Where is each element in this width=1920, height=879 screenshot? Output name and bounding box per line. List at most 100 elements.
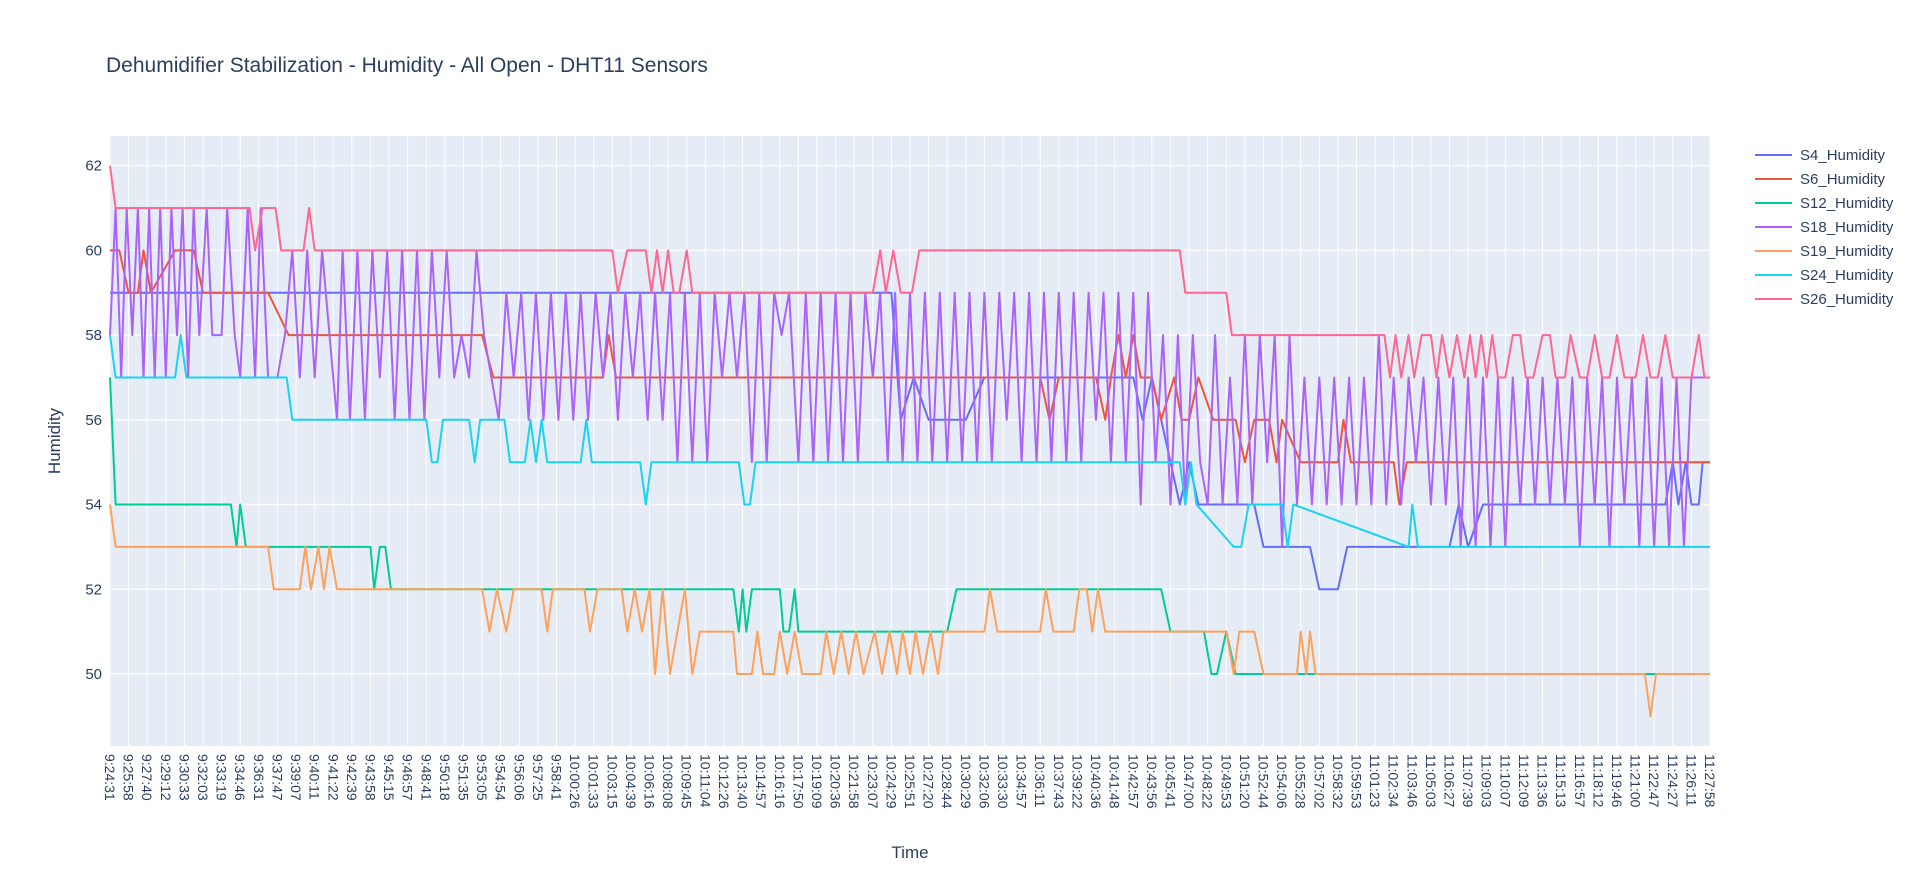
x-tick-label: 10:40:36	[1088, 754, 1104, 809]
x-tick-label: 11:03:46	[1404, 754, 1420, 808]
x-tick-label: 11:18:12	[1590, 754, 1606, 808]
x-tick-label: 9:34:46	[232, 754, 248, 801]
x-tick-label: 11:07:39	[1460, 754, 1476, 808]
x-tick-label: 10:57:02	[1311, 754, 1327, 809]
x-tick-label: 11:05:03	[1423, 754, 1439, 808]
y-tick-label: 60	[85, 242, 102, 259]
x-tick-label: 10:14:57	[753, 754, 769, 809]
x-tick-label: 11:21:00	[1628, 754, 1644, 808]
x-tick-label: 9:33:19	[214, 754, 230, 801]
series-line-s26-humidity	[109, 165, 1710, 379]
x-tick-label: 10:16:16	[772, 754, 788, 809]
x-tick-label: 10:20:36	[828, 754, 844, 809]
y-tick-label: 58	[85, 327, 102, 344]
x-tick-label: 10:47:00	[1181, 754, 1197, 809]
y-tick-label: 54	[85, 497, 102, 514]
x-tick-label: 10:13:40	[735, 754, 751, 809]
x-tick-label: 10:03:15	[604, 754, 620, 809]
x-tick-label: 9:57:25	[530, 754, 546, 801]
chart-title: Dehumidifier Stabilization - Humidity - …	[106, 54, 708, 77]
x-tick-label: 11:19:46	[1609, 754, 1625, 808]
x-tick-label: 10:37:43	[1051, 754, 1067, 809]
x-tick-label: 9:50:18	[437, 754, 453, 801]
x-tick-label: 11:24:27	[1665, 754, 1681, 808]
x-tick-label: 10:09:45	[679, 754, 695, 809]
x-tick-label: 9:45:15	[381, 754, 397, 801]
x-tick-label: 10:25:51	[902, 754, 918, 809]
legend-label: S19_Humidity	[1800, 243, 1894, 260]
x-tick-label: 11:01:23	[1367, 754, 1383, 808]
x-tick-label: 9:48:41	[418, 754, 434, 801]
x-tick-label: 11:12:09	[1516, 754, 1532, 808]
x-tick-label: 10:04:39	[623, 754, 639, 809]
x-tick-label: 10:41:48	[1107, 754, 1123, 809]
x-tick-label: 9:40:11	[307, 754, 323, 800]
x-tick-label: 10:34:57	[1014, 754, 1030, 809]
x-tick-label: 11:10:07	[1497, 754, 1513, 808]
x-tick-label: 10:45:41	[1162, 754, 1178, 809]
x-tick-label: 9:24:31	[102, 754, 118, 801]
legend-label: S26_Humidity	[1800, 291, 1894, 308]
x-tick-label: 11:26:11	[1683, 754, 1699, 807]
x-tick-label: 10:32:06	[976, 754, 992, 809]
x-tick-label: 10:11:04	[697, 754, 713, 808]
x-tick-label: 11:27:58	[1702, 754, 1718, 808]
x-tick-label: 10:01:33	[586, 754, 602, 809]
x-tick-label: 9:53:05	[474, 754, 490, 801]
x-axis-title: Time	[891, 843, 928, 862]
y-axis-ticks: 50 52 54 56 58 60 62	[85, 158, 102, 683]
x-tick-label: 10:39:22	[1069, 754, 1085, 809]
x-tick-label: 10:30:29	[958, 754, 974, 809]
y-tick-label: 56	[85, 412, 102, 429]
x-tick-label: 10:27:20	[921, 754, 937, 809]
x-tick-label: 10:59:53	[1349, 754, 1365, 809]
x-tick-label: 9:30:33	[176, 754, 192, 801]
x-tick-label: 10:33:30	[995, 754, 1011, 809]
x-tick-label: 10:06:16	[642, 754, 658, 809]
x-tick-label: 11:22:47	[1646, 754, 1662, 808]
x-tick-label: 10:52:44	[1255, 754, 1271, 809]
x-tick-label: 11:15:13	[1553, 754, 1569, 808]
x-tick-label: 11:13:36	[1535, 754, 1551, 808]
series-line-s24-humidity	[109, 334, 1710, 548]
legend-label: S12_Humidity	[1800, 195, 1894, 212]
x-tick-label: 9:51:35	[455, 754, 471, 801]
legend-label: S24_Humidity	[1800, 267, 1894, 284]
x-tick-label: 9:41:22	[325, 754, 341, 801]
x-tick-label: 10:17:50	[790, 754, 806, 809]
y-tick-label: 50	[85, 666, 102, 683]
x-tick-label: 10:58:32	[1330, 754, 1346, 809]
x-tick-label: 9:25:58	[121, 754, 137, 801]
x-tick-label: 10:51:20	[1237, 754, 1253, 809]
x-tick-label: 10:00:26	[567, 754, 583, 809]
legend-label: S6_Humidity	[1800, 171, 1886, 188]
x-tick-label: 9:56:06	[511, 754, 527, 801]
legend-label: S4_Humidity	[1800, 147, 1886, 164]
x-tick-label: 10:24:29	[883, 754, 899, 809]
x-tick-label: 10:28:44	[939, 754, 955, 809]
x-tick-label: 10:12:26	[716, 754, 732, 809]
x-tick-label: 10:08:08	[660, 754, 676, 809]
x-tick-label: 11:09:03	[1479, 754, 1495, 808]
series-lines	[109, 165, 1710, 718]
series-line-s18-humidity	[109, 207, 1710, 548]
x-tick-label: 10:54:06	[1274, 754, 1290, 809]
x-tick-label: 9:36:31	[251, 754, 267, 801]
x-tick-label: 9:39:07	[288, 754, 304, 801]
y-axis-title: Humidity	[45, 407, 64, 474]
x-tick-label: 10:23:07	[865, 754, 881, 809]
legend: S4_Humidity S6_Humidity S12_Humidity S18_Hu…	[1755, 147, 1894, 308]
x-tick-label: 9:43:58	[362, 754, 378, 801]
x-tick-label: 9:54:54	[493, 754, 509, 801]
x-axis-ticks: 9:24:31 9:25:58 9:27:40 9:29:12 9:30:33 9:32:…	[102, 754, 1718, 809]
x-tick-label: 10:19:09	[809, 754, 825, 809]
legend-label: S18_Humidity	[1800, 219, 1894, 236]
y-tick-label: 52	[85, 581, 102, 598]
x-tick-label: 9:58:41	[549, 754, 565, 801]
y-tick-label: 62	[85, 158, 102, 175]
x-tick-label: 9:27:40	[139, 754, 155, 801]
x-tick-label: 9:37:47	[269, 754, 285, 801]
x-tick-label: 10:48:22	[1200, 754, 1216, 809]
